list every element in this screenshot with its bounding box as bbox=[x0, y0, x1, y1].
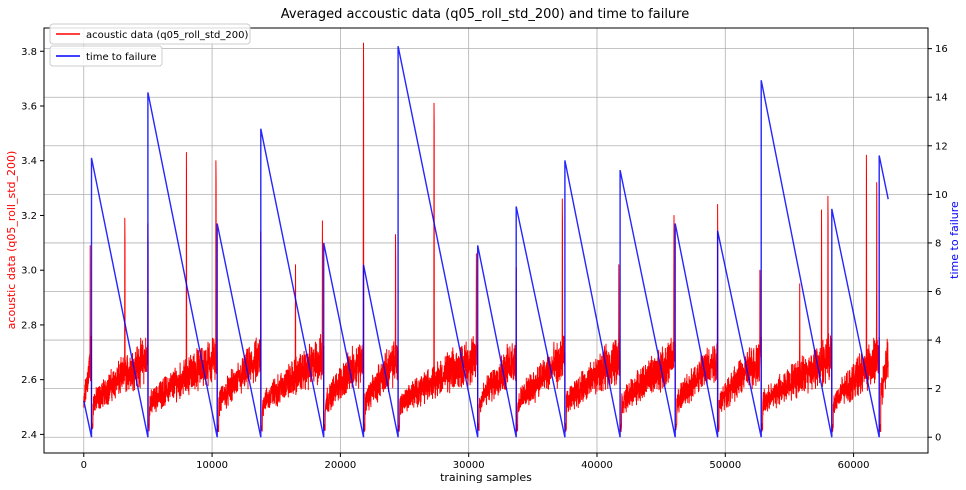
plot-frame bbox=[43, 27, 929, 454]
y-left-tick-label: 3.4 bbox=[21, 156, 37, 167]
x-tick-label: 50000 bbox=[709, 460, 741, 471]
x-tick-label: 30000 bbox=[453, 460, 485, 471]
y-right-tick-label: 8 bbox=[935, 238, 941, 249]
y-axis-right: 0 2 4 6 8 10 12 14 16 bbox=[928, 44, 948, 444]
y-right-tick-label: 14 bbox=[935, 93, 948, 104]
legend-ttf-label: time to failure bbox=[86, 52, 157, 63]
y-right-tick-label: 16 bbox=[935, 44, 948, 55]
y-left-tick-label: 2.4 bbox=[21, 430, 37, 441]
x-tick-label: 40000 bbox=[581, 460, 613, 471]
y-left-tick-label: 2.6 bbox=[21, 375, 37, 386]
y-right-tick-label: 12 bbox=[935, 141, 948, 152]
x-axis: 0 10000 20000 30000 40000 50000 60000 bbox=[81, 453, 870, 471]
legend-acoustic: acoustic data (q05_roll_std_200) bbox=[49, 23, 251, 45]
time-to-failure-line bbox=[83, 46, 889, 438]
y-left-tick-label: 3.6 bbox=[21, 101, 37, 112]
y-axis-right-label: time to failure bbox=[948, 201, 961, 279]
x-axis-label: training samples bbox=[440, 471, 532, 484]
legend-ttf-box bbox=[49, 45, 163, 67]
x-tick-label: 10000 bbox=[196, 460, 228, 471]
x-tick-label: 0 bbox=[81, 460, 87, 471]
y-axis-left: 2.4 2.6 2.8 3.0 3.2 3.4 3.6 3.8 bbox=[21, 47, 44, 441]
y-right-tick-label: 4 bbox=[935, 336, 941, 347]
y-right-tick-label: 2 bbox=[935, 384, 941, 395]
legend-ttf: time to failure bbox=[49, 45, 163, 67]
legend-acoustic-box bbox=[49, 23, 251, 45]
y-left-tick-label: 2.8 bbox=[21, 320, 37, 331]
time-to-failure-series bbox=[83, 46, 889, 438]
y-left-tick-label: 3.2 bbox=[21, 211, 37, 222]
legend-acoustic-label: acoustic data (q05_roll_std_200) bbox=[86, 30, 248, 41]
chart-title: Averaged accoustic data (q05_roll_std_20… bbox=[281, 7, 689, 22]
x-tick-label: 60000 bbox=[838, 460, 870, 471]
y-left-tick-label: 3.0 bbox=[21, 266, 37, 277]
y-axis-left-label: acoustic data (q05_roll_std_200) bbox=[5, 151, 18, 330]
y-right-tick-label: 10 bbox=[935, 190, 948, 201]
grid-lines bbox=[44, 28, 928, 453]
x-tick-label: 20000 bbox=[324, 460, 356, 471]
y-right-tick-label: 6 bbox=[935, 287, 941, 298]
y-right-tick-label: 0 bbox=[935, 433, 941, 444]
y-left-tick-label: 3.8 bbox=[21, 47, 37, 58]
